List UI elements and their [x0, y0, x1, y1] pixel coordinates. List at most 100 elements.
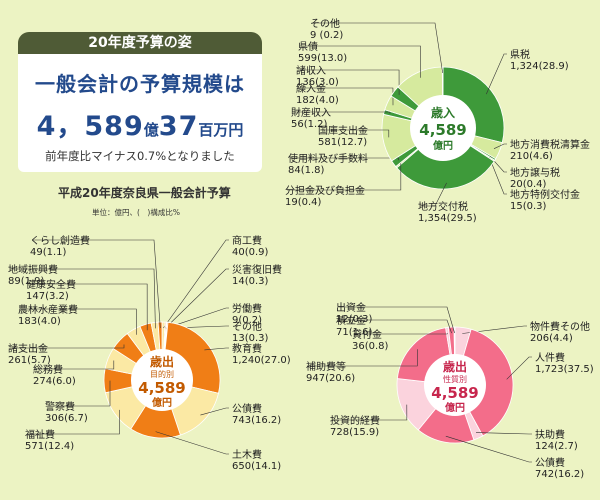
leader-line [163, 239, 229, 329]
slice-value-label: 36(0.8) [352, 341, 389, 352]
slice-label: 諸収入 [296, 64, 326, 77]
leader-line [354, 333, 448, 335]
budget-subtitle: 平成20年度奈良県一般会計予算 [58, 186, 231, 200]
summary-headline: 一般会計の予算規模は [35, 72, 245, 96]
summary-amount: 4，589億37百万円 [18, 104, 262, 143]
slice-value-label: 742(16.2) [535, 469, 584, 480]
slice-value-label: 650(14.1) [232, 461, 281, 472]
slice-label: 福祉費 [25, 428, 55, 441]
amount-oku-number: 4，589 [36, 111, 144, 142]
slice-label: 地方交付税 [418, 200, 468, 213]
slice-value-label: 599(13.0) [298, 53, 347, 64]
slice-value-label: 1,240(27.0) [232, 355, 291, 366]
slice-value-label: 261(5.7) [8, 355, 51, 366]
center-amount: 4,589 [431, 384, 478, 402]
center-subtitle: 性質別 [443, 374, 467, 384]
center-title: 歳出 [150, 354, 174, 369]
leader-line [10, 268, 156, 329]
slice-label: 地方特例交付金 [510, 188, 580, 201]
slice-value-label: 40(0.9) [232, 247, 269, 258]
slice-label: 貸付金 [352, 328, 382, 341]
slice-label: 教育費 [232, 342, 262, 355]
leader-line [28, 283, 148, 331]
slice-label: 投資的経費 [330, 414, 380, 427]
leader-line [338, 319, 452, 334]
slice-label: 商工費 [232, 234, 262, 247]
center-amount: 4,589 [138, 379, 185, 397]
revenue-center-hole [410, 95, 476, 161]
leader-line [20, 308, 137, 335]
slice-value-label: 183(4.0) [18, 316, 61, 327]
amount-hyaku-unit: 百万円 [198, 121, 244, 139]
slice-label: 地域振興費 [8, 263, 58, 276]
leader-line [293, 111, 391, 114]
slice-label: 出資金 [336, 301, 366, 314]
slice-value-label: 9(0.2) [232, 315, 262, 326]
slice-value-label: 728(15.9) [330, 427, 379, 438]
slice-label: 労働費 [232, 302, 262, 315]
slice-label: 補助費等 [306, 360, 346, 373]
leader-line [290, 157, 399, 161]
slice-label: その他 [232, 320, 262, 333]
expenditure-nature-center-hole [424, 354, 486, 416]
slice-value-label: 19(0.4) [285, 197, 322, 208]
leader-line [35, 360, 115, 370]
slice-value-label: 210(4.6) [510, 151, 553, 162]
center-unit: 億円 [433, 139, 453, 152]
leader-line [166, 307, 229, 329]
slice-label: 繰入金 [296, 82, 326, 95]
leader-line [420, 182, 447, 207]
leader-line [489, 157, 507, 195]
center-subtitle: 目的別 [150, 369, 174, 379]
leader-line [320, 129, 390, 138]
leader-line [204, 347, 229, 351]
slice-value-label: 14(0.3) [232, 276, 269, 287]
leader-line [155, 431, 229, 455]
slice-label: 扶助費 [535, 428, 565, 441]
slice-label: 人件費 [535, 351, 565, 364]
slice-value-label: 581(12.7) [318, 137, 367, 148]
leader-line [445, 435, 532, 463]
slice-label: 使用料及び手数料 [288, 152, 368, 165]
slice-label: 分担金及び負担金 [285, 184, 365, 197]
slice-label: 地方消費税清算金 [510, 138, 590, 151]
summary-change-note: 前年度比マイナス0.7%となりました [45, 149, 235, 163]
leader-line [10, 344, 125, 349]
leader-line [47, 380, 111, 407]
leader-line [489, 156, 507, 173]
slice-label: 公債費 [232, 402, 262, 415]
slice-label: くらし創造費 [30, 234, 90, 247]
slice-value-label: 12(0.3) [336, 314, 373, 325]
leader-line [475, 432, 532, 435]
slice-value-label: 56(1.2) [291, 119, 328, 130]
slice-value-label: 84(1.8) [288, 165, 325, 176]
slice-value-label: 15(0.3) [510, 201, 547, 212]
header-tab: 20年度予算の姿 [18, 32, 262, 54]
center-unit: 億円 [445, 401, 465, 414]
center-unit: 億円 [152, 396, 172, 409]
slice-label: 地方譲与税 [510, 166, 560, 179]
slice-label: 災害復旧費 [232, 263, 282, 276]
amount-hyaku-number: 37 [158, 111, 199, 142]
slice-value-label: 136(3.0) [296, 77, 339, 88]
slice-value-label: 571(12.4) [25, 441, 74, 452]
slice-label: 国庫支出金 [318, 124, 368, 137]
leader-line [486, 53, 507, 95]
slice-label: 積立金 [336, 314, 366, 327]
slice-value-label: 1,354(29.5) [418, 213, 477, 224]
slice-value-label: 9 (0.2) [310, 30, 343, 41]
slice-value-label: 147(3.2) [26, 291, 69, 302]
slice-value-label: 182(4.0) [296, 95, 339, 106]
amount-oku-unit: 億 [143, 121, 159, 139]
slice-label: 警察費 [45, 400, 75, 413]
slice-value-label: 306(6.7) [45, 413, 88, 424]
leader-line [338, 306, 455, 334]
center-amount: 4,589 [419, 121, 466, 139]
leader-line [462, 325, 527, 334]
slice-value-label: 124(2.7) [535, 441, 578, 452]
slice-value-label: 1,324(28.9) [510, 61, 569, 72]
slice-value-label: 89(1.9) [8, 276, 45, 287]
